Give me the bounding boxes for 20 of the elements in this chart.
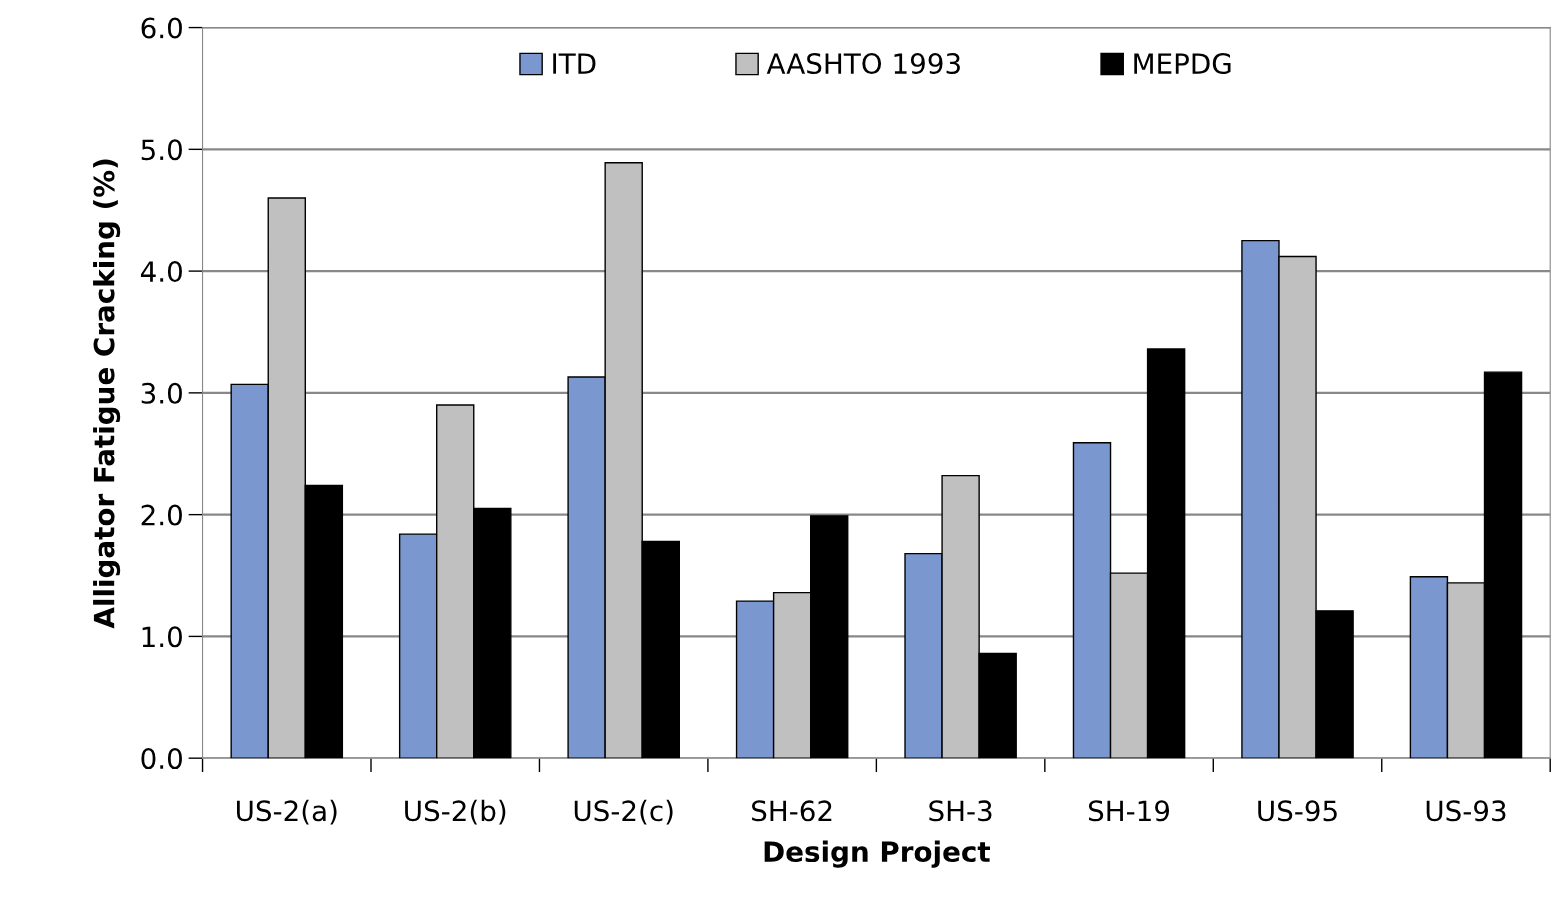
y-tick-label: 0.0	[141, 748, 182, 770]
y-tick-label: 4.0	[140, 261, 182, 283]
x-tick-label: US-2(c)	[574, 799, 673, 825]
y-axis-title: Alligator Fatigue Cracking (%)	[93, 159, 121, 629]
y-tick-label: 5.0	[141, 139, 182, 161]
x-tick-label: US-2(a)	[237, 799, 337, 825]
x-tick-label: SH-62	[752, 800, 832, 822]
x-tick-label: US-2(b)	[405, 799, 506, 825]
legend-label: ITD	[553, 53, 596, 74]
legend-label: MEPDG	[1134, 53, 1231, 75]
y-tick-label: 1.0	[142, 626, 182, 648]
y-tick-label: 6.0	[141, 17, 182, 39]
x-axis-title: Design Project	[764, 840, 990, 868]
x-tick-label: US-93	[1426, 800, 1506, 822]
x-tick-label: SH-3	[929, 800, 992, 822]
y-tick-label: 3.0	[141, 382, 182, 404]
x-tick-label: SH-19	[1088, 800, 1170, 822]
legend-label: AASHTO 1993	[766, 53, 960, 75]
x-tick-label: US-95	[1258, 800, 1337, 822]
y-tick-label: 2.0	[141, 504, 182, 526]
